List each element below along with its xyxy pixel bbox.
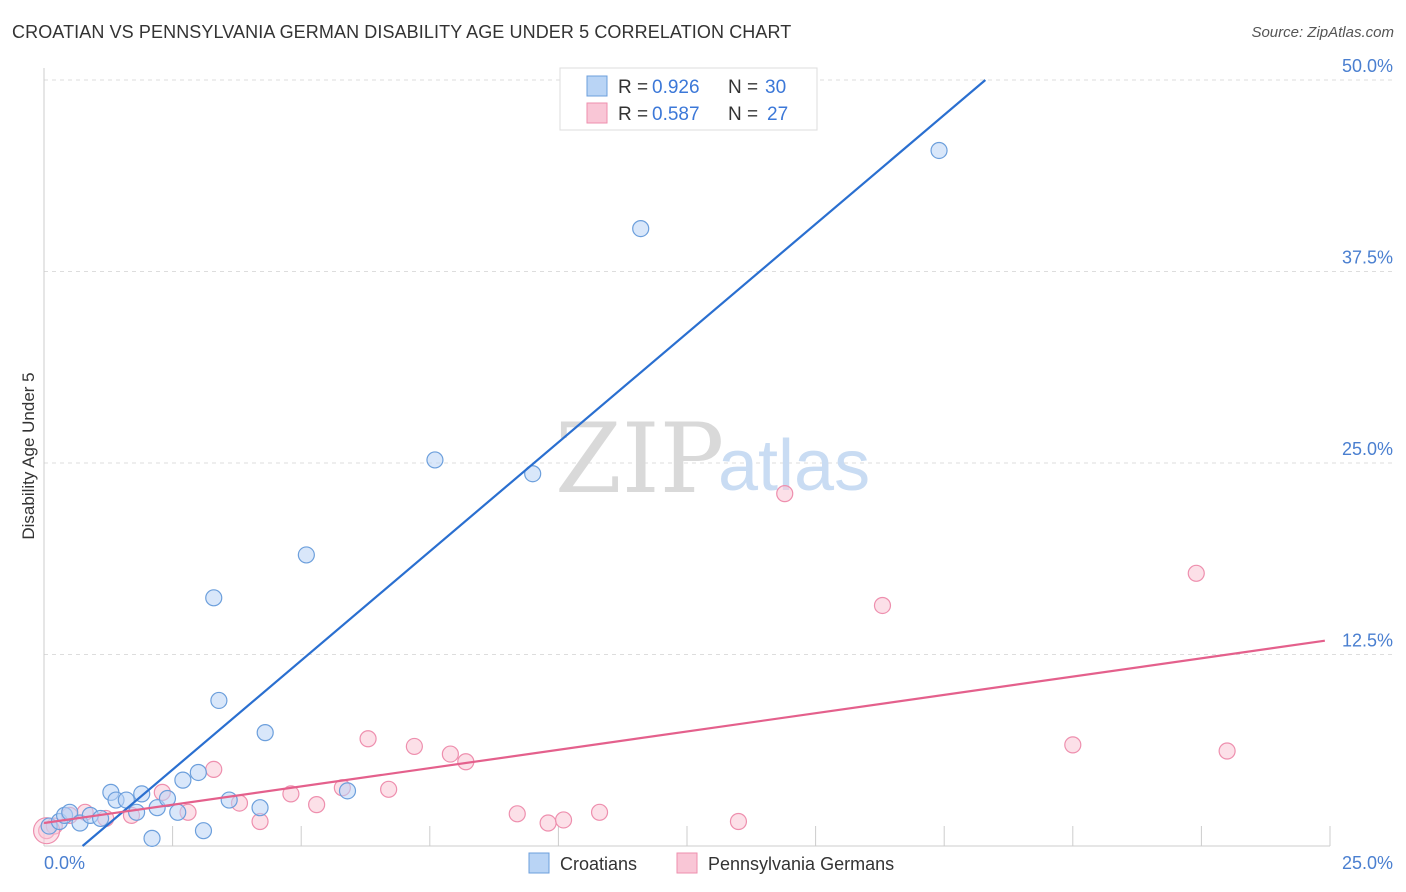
watermark-zip: ZIP — [555, 403, 724, 515]
croatians-n-value: 30 — [765, 77, 786, 98]
croatians-point — [338, 782, 357, 800]
pa-germans-point — [1064, 736, 1082, 754]
y-tick-label: 12.5% — [1342, 631, 1393, 651]
pa-germans-point — [308, 796, 326, 814]
pa-germans-r-label: R = — [618, 104, 648, 125]
source-credit: Source: ZipAtlas.com — [1251, 24, 1394, 41]
croatians-legend-swatch — [586, 75, 608, 97]
croatians-point — [174, 771, 192, 789]
croatians-bottom-label: Croatians — [560, 854, 637, 874]
croatians-point — [210, 691, 228, 710]
pa-germans-point — [873, 596, 892, 615]
croatians-r-label: R = — [618, 77, 648, 98]
croatians-point — [930, 141, 948, 160]
croatians-point — [169, 803, 187, 821]
croatians-point — [189, 763, 207, 782]
pa-germans-points — [32, 485, 1236, 845]
top-legend: R = 0.926 N = 30 R = 0.587 N = 27 — [559, 67, 818, 131]
pa-germans-point — [441, 745, 459, 763]
pa-germans-point — [359, 730, 377, 748]
croatians-point — [632, 220, 650, 238]
trend-lines — [43, 79, 1326, 847]
pa-germans-point — [205, 760, 223, 779]
pa-germans-point — [508, 805, 526, 823]
croatians-point — [127, 803, 146, 821]
croatians-bottom-swatch — [528, 852, 550, 874]
pa-germans-point — [590, 803, 609, 821]
y-axis-title: Disability Age Under 5 — [19, 372, 38, 539]
chart-title: CROATIAN VS PENNSYLVANIA GERMAN DISABILI… — [12, 22, 792, 42]
pa-germans-legend-swatch — [586, 102, 608, 124]
croatians-point — [91, 809, 110, 828]
pa-germans-point — [380, 780, 398, 798]
croatians-point — [297, 546, 315, 564]
axes — [43, 68, 1330, 847]
x-tick-label: 25.0% — [1342, 853, 1393, 873]
y-tick-labels: 12.5% 25.0% 37.5% 50.0% — [1342, 56, 1393, 651]
pa-germans-r-value: 0.587 — [652, 104, 700, 125]
pa-germans-n-value: 27 — [767, 104, 788, 125]
y-tick-label: 25.0% — [1342, 439, 1393, 459]
y-tick-label: 50.0% — [1342, 56, 1393, 76]
x-tick-label: 0.0% — [44, 853, 85, 873]
pa-germans-n-label: N = — [728, 104, 758, 125]
watermark: ZIP atlas — [555, 403, 870, 515]
pa-germans-point — [1218, 742, 1236, 760]
croatians-point — [194, 822, 213, 840]
pa-germans-point — [729, 812, 748, 831]
bottom-legend: Croatians Pennsylvania Germans — [528, 852, 894, 874]
croatians-point — [220, 791, 238, 809]
croatians-point — [524, 465, 542, 483]
pa-germans-point — [554, 811, 573, 829]
croatians-point — [256, 724, 274, 742]
x-tick-labels: 0.0% 25.0% — [44, 853, 1393, 873]
watermark-atlas: atlas — [718, 426, 870, 506]
croatians-point — [251, 799, 269, 817]
pa-germans-point — [282, 785, 300, 803]
pa-germans-bottom-label: Pennsylvania Germans — [708, 854, 894, 874]
pa-germans-bottom-swatch — [676, 852, 698, 874]
croatians-point — [205, 589, 223, 607]
croatians-r-value: 0.926 — [652, 77, 700, 98]
pa-germans-point — [405, 737, 423, 756]
pa-germans-point — [1187, 564, 1205, 582]
pa-germans-point — [539, 814, 557, 832]
y-tick-label: 37.5% — [1342, 248, 1393, 268]
croatians-n-label: N = — [728, 77, 758, 98]
croatians-trend-line — [81, 79, 987, 847]
croatians-point — [143, 829, 161, 847]
pa-germans-point — [776, 485, 794, 503]
pa-germans-trend-line — [43, 639, 1326, 825]
croatians-point — [426, 451, 444, 469]
